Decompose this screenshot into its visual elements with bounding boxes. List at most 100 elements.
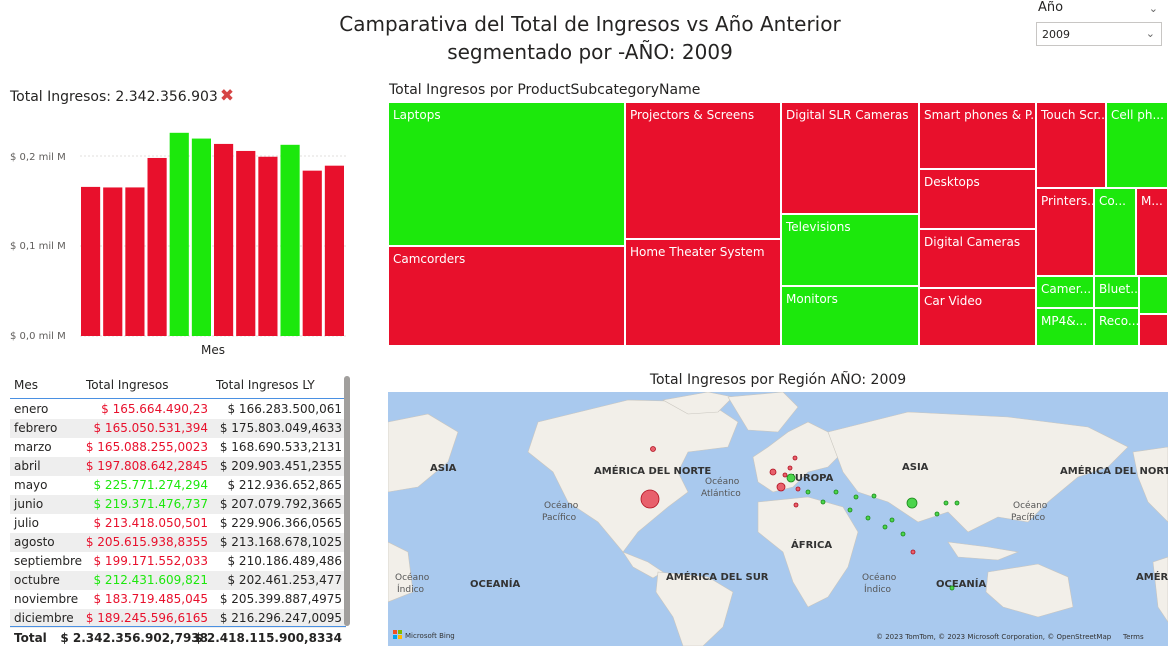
cell-mes: junio <box>14 497 44 511</box>
region-bubble[interactable] <box>820 499 826 505</box>
column-header-mes[interactable]: Mes <box>14 378 38 392</box>
cell-mes: agosto <box>14 535 55 549</box>
region-bubble[interactable] <box>847 507 853 513</box>
treemap-tile[interactable]: Reco... <box>1094 308 1139 346</box>
region-bubble[interactable] <box>776 482 786 492</box>
world-map[interactable]: ASIA AMÉRICA DEL NORTE EUROPA ASIA AMÉRI… <box>388 392 1168 646</box>
chevron-down-icon[interactable]: ⌄ <box>1148 2 1158 15</box>
treemap-tile[interactable]: Desktops <box>919 169 1036 229</box>
region-bubble[interactable] <box>910 549 916 555</box>
region-bubble[interactable] <box>805 489 811 495</box>
region-bubble[interactable] <box>640 489 660 509</box>
bar-noviembre[interactable] <box>302 170 322 336</box>
cell-total-ingresos: $ 183.719.485,045 <box>93 592 208 606</box>
treemap-tile[interactable]: M... <box>1136 188 1168 276</box>
map-attribution[interactable]: © 2023 TomTom, © 2023 Microsoft Corporat… <box>876 633 1112 641</box>
table-row[interactable]: marzo $ 165.088.255,0023 $ 168.690.533,213… <box>10 438 346 457</box>
region-bubble[interactable] <box>865 515 871 521</box>
year-slicer[interactable]: Año ⌄ 2009 ⌄ <box>1036 0 1164 48</box>
treemap-tile[interactable]: Bluet... <box>1094 276 1139 308</box>
ocean-label: Océano <box>862 572 897 583</box>
region-bubble[interactable] <box>906 497 918 509</box>
map-terms-link[interactable]: Terms <box>1122 633 1144 641</box>
region-bubble[interactable] <box>792 455 798 461</box>
report-title: Camparativa del Total de Ingresos vs Año… <box>300 10 880 66</box>
cell-mes: octubre <box>14 573 60 587</box>
table-row[interactable]: noviembre $ 183.719.485,045 $ 205.399.887,… <box>10 590 346 609</box>
region-bubble[interactable] <box>900 531 906 537</box>
treemap-tile[interactable]: Laptops <box>388 102 625 246</box>
region-bubble[interactable] <box>786 473 796 483</box>
treemap-tile[interactable] <box>1139 276 1168 314</box>
region-bubble[interactable] <box>871 493 877 499</box>
bar-diciembre[interactable] <box>324 165 344 336</box>
region-bubble[interactable] <box>934 511 940 517</box>
table-row[interactable]: julio $ 213.418.050,501 $ 229.906.366,0565 <box>10 514 346 533</box>
treemap-tile[interactable]: Car Video <box>919 288 1036 346</box>
region-bubble[interactable] <box>769 468 777 476</box>
year-dropdown[interactable]: 2009 ⌄ <box>1036 22 1162 46</box>
treemap-tile[interactable]: Monitors <box>781 286 919 346</box>
table-row[interactable]: febrero $ 165.050.531,394 $ 175.803.049,46… <box>10 419 346 438</box>
treemap-tile[interactable]: Televisions <box>781 214 919 286</box>
region-bubble[interactable] <box>782 472 788 478</box>
scrollbar-thumb[interactable] <box>344 376 350 626</box>
region-bubble[interactable] <box>787 465 793 471</box>
bar-febrero[interactable] <box>103 187 123 336</box>
cell-total-ingresos-ly: $ 213.168.678,1025 <box>219 535 342 549</box>
treemap-tile[interactable]: Digital SLR Cameras <box>781 102 919 214</box>
map-label-oceania-left: OCEANÍA <box>470 577 521 590</box>
region-map[interactable]: ASIA AMÉRICA DEL NORTE EUROPA ASIA AMÉRI… <box>388 392 1168 646</box>
treemap-tile[interactable]: Co... <box>1094 188 1136 276</box>
table-row[interactable]: mayo $ 225.771.274,294 $ 212.936.652,865 <box>10 476 346 495</box>
region-bubble[interactable] <box>882 524 888 530</box>
total-ingresos-value: $ 2.342.356.902,7938 <box>60 631 208 645</box>
chevron-down-icon[interactable]: ⌄ <box>1145 27 1155 40</box>
table-row[interactable]: diciembre $ 189.245.596,6165 $ 216.296.247… <box>10 609 346 628</box>
region-bubble[interactable] <box>853 494 859 500</box>
bar-octubre[interactable] <box>280 144 300 336</box>
column-header-total-ingresos[interactable]: Total Ingresos <box>86 378 169 392</box>
region-bubble[interactable] <box>833 489 839 495</box>
treemap-tile[interactable]: Touch Scr... <box>1036 102 1106 188</box>
bar-mayo[interactable] <box>169 132 189 336</box>
treemap-tile[interactable]: Cell ph... <box>1106 102 1168 188</box>
treemap-tile-label: MP4&... <box>1041 314 1088 328</box>
table-row[interactable]: agosto $ 205.615.938,8355 $ 213.168.678,10… <box>10 533 346 552</box>
table-row[interactable]: septiembre $ 199.171.552,033 $ 210.186.489… <box>10 552 346 571</box>
treemap-tile-label: Laptops <box>393 108 441 122</box>
region-bubble[interactable] <box>943 500 949 506</box>
treemap-tile[interactable]: MP4&... <box>1036 308 1094 346</box>
table-scrollbar[interactable] <box>344 376 350 626</box>
table-row[interactable]: abril $ 197.808.642,2845 $ 209.903.451,235… <box>10 457 346 476</box>
bar-enero[interactable] <box>81 186 101 336</box>
bar-abril[interactable] <box>147 157 167 336</box>
bar-julio[interactable] <box>214 143 234 336</box>
region-bubble[interactable] <box>793 502 799 508</box>
treemap-tile[interactable]: Smart phones & P... <box>919 102 1036 169</box>
table-row[interactable]: junio $ 219.371.476,737 $ 207.079.792,3665 <box>10 495 346 514</box>
cell-total-ingresos-ly: $ 209.903.451,2355 <box>219 459 342 473</box>
treemap-tile[interactable]: Digital Cameras <box>919 229 1036 288</box>
region-bubble[interactable] <box>954 500 960 506</box>
cell-total-ingresos-ly: $ 210.186.489,486 <box>227 554 342 568</box>
table-row[interactable]: octubre $ 212.431.609,821 $ 202.461.253,47… <box>10 571 346 590</box>
treemap-tile[interactable] <box>1139 314 1168 346</box>
treemap-tile[interactable]: Camer... <box>1036 276 1094 308</box>
treemap-tile[interactable]: Printers... <box>1036 188 1094 276</box>
subcategory-treemap: Laptops Camcorders Projectors & Screens Hom… <box>388 102 1168 346</box>
region-bubble[interactable] <box>949 585 955 591</box>
region-bubble[interactable] <box>889 517 895 523</box>
treemap-tile[interactable]: Projectors & Screens <box>625 102 781 239</box>
region-bubble[interactable] <box>795 486 801 492</box>
treemap-tile[interactable]: Camcorders <box>388 246 625 346</box>
bar-agosto[interactable] <box>236 150 256 336</box>
bar-septiembre[interactable] <box>258 156 278 336</box>
bar-marzo[interactable] <box>125 187 145 336</box>
bar-junio[interactable] <box>191 138 211 336</box>
region-bubble[interactable] <box>650 446 656 452</box>
table-row[interactable]: enero $ 165.664.490,23 $ 166.283.500,061 <box>10 400 346 419</box>
treemap-tile[interactable]: Home Theater System <box>625 239 781 346</box>
column-header-total-ingresos-ly[interactable]: Total Ingresos LY <box>216 378 315 392</box>
ocean-label: Índico <box>864 583 892 595</box>
